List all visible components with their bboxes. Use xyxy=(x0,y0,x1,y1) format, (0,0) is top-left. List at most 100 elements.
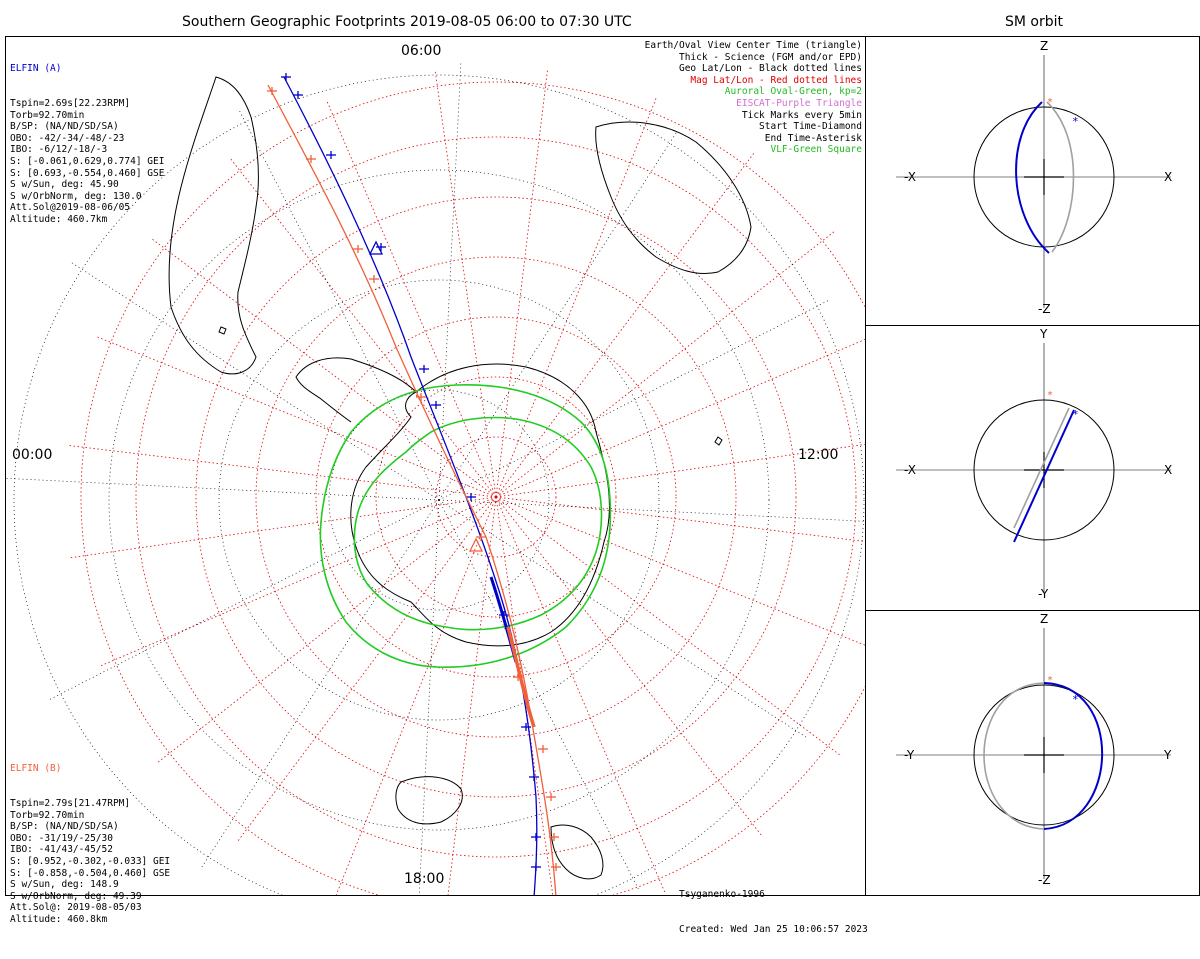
grid-spoke xyxy=(69,260,440,501)
footer: Tsyganenko-1996 Created: Wed Jan 25 10:0… xyxy=(679,866,868,959)
antarctica-coast xyxy=(350,363,610,647)
elfin-a-info-line: Torb=92.70min xyxy=(10,109,85,121)
grid-spoke xyxy=(434,71,497,498)
orbit-path-elfin-a xyxy=(1015,101,1050,254)
footprint-map-frame: 06:00 00:00 12:00 18:00 ELFIN (A) Tspin=… xyxy=(5,36,868,935)
sm-axis-label-left: -X xyxy=(904,170,916,184)
model-label: Tsyganenko-1996 xyxy=(679,889,765,901)
mag-lat-circle xyxy=(195,196,797,798)
elfin-a-info-line: IBO: -6/12/-18/-3 xyxy=(10,144,108,156)
start-marker: * xyxy=(1047,675,1053,686)
geo-lon-lines xyxy=(6,60,865,895)
elfin-b-info-line: S w/Sun, deg: 148.9 xyxy=(10,879,119,891)
sm-axis-label-right: X xyxy=(1164,463,1173,477)
sm-axis-label-right: X xyxy=(1164,170,1173,184)
end-marker: * xyxy=(1072,115,1079,128)
grid-spoke xyxy=(438,499,809,740)
elfin-a-info-line: Tspin=2.69s[22.23RPM] xyxy=(10,97,131,109)
geo-lat-circles xyxy=(13,74,865,895)
mag-lat-circle xyxy=(375,376,617,618)
grid-spoke xyxy=(70,496,497,559)
sm-axis-label-top: Z xyxy=(1040,39,1049,53)
legend-entry: End Time-Asterisk xyxy=(764,132,862,144)
grid-spoke xyxy=(100,496,497,667)
mag-lat-circle xyxy=(255,256,737,738)
sm-axis-label-top: Y xyxy=(1040,327,1048,341)
grid-spoke xyxy=(495,496,666,893)
footprint-map xyxy=(6,60,865,895)
south-america-coast xyxy=(168,76,259,375)
created-label: Created: Wed Jan 25 10:06:57 2023 xyxy=(679,923,868,935)
legend-entry: VLF-Green Square xyxy=(770,144,862,156)
africa-coast xyxy=(595,121,752,275)
hour-label-bottom: 18:00 xyxy=(404,871,445,887)
auroral-oval-outer xyxy=(319,383,612,668)
legend-entry: Tick Marks every 5min xyxy=(741,109,862,121)
main-title: Southern Geographic Footprints 2019-08-0… xyxy=(182,14,632,30)
sm-axis-label-bottom: -Z xyxy=(1038,873,1051,887)
elfin-b-view-center-triangle xyxy=(468,537,484,552)
end-marker: * xyxy=(1072,693,1079,706)
sm-panel-yz: * * Z -Z -Y Y xyxy=(866,610,1200,897)
elfin-b-info-line: S: [-0.858,-0.504,0.460] GSE xyxy=(10,867,171,879)
grid-spoke xyxy=(495,496,762,836)
elfin-b-info-line: S w/OrbNorm, deg: 49.39 xyxy=(10,890,142,902)
elfin-b-name: ELFIN (B) xyxy=(10,763,62,775)
elfin-a-info: ELFIN (A) Tspin=2.69s[22.23RPM] Torb=92.7… xyxy=(10,40,164,249)
sm-axis-label-left: -Y xyxy=(904,748,915,762)
elfin-b-info-line: B/SP: (NA/ND/SD/SA) xyxy=(10,821,119,833)
sm-axis-label-bottom: -Z xyxy=(1038,302,1051,316)
legend-entry: Mag Lat/Lon - Red dotted lines xyxy=(690,74,862,86)
sm-panel-xz: * * Z -Z -X X xyxy=(866,37,1200,326)
mag-lat-circle xyxy=(135,136,857,858)
geo-lat-circle xyxy=(328,389,550,611)
indian-ocean-islands xyxy=(218,326,723,446)
grid-spoke xyxy=(438,60,462,501)
sm-panel-xy: * * Y -Y -X X xyxy=(866,325,1200,611)
sm-orbit-panels: * * Z -Z -X X * * Y -Y -X X * * Z -Z -Y Y xyxy=(865,36,1200,896)
grid-spoke xyxy=(326,101,497,498)
elfin-a-info-line: S: [0.693,-0.554,0.460] GSE xyxy=(10,167,165,179)
elfin-a-info-line: S w/OrbNorm, deg: 130.0 xyxy=(10,190,142,202)
elfin-b-science-segment xyxy=(506,626,536,728)
grid-spoke xyxy=(47,499,440,701)
grid-spoke xyxy=(157,496,497,763)
mag-lat-circle xyxy=(80,81,865,895)
mag-lat-circles xyxy=(80,81,865,895)
grid-spoke xyxy=(495,231,835,498)
hour-label-top: 06:00 xyxy=(401,43,442,59)
elfin-b-info-line: Att.Sol@: 2019-08-05/03 xyxy=(10,902,142,914)
elfin-b-footprint-line xyxy=(267,84,557,895)
sm-axis-label-bottom: -Y xyxy=(1038,587,1049,601)
earth-circle xyxy=(973,399,1115,541)
elfin-b-info: ELFIN (B) Tspin=2.79s[21.47RPM] Torb=92.7… xyxy=(10,740,170,949)
auroral-oval xyxy=(319,383,612,668)
grid-spoke xyxy=(495,338,865,498)
elfin-a-info-line: S: [-0.061,0.629,0.774] GEI xyxy=(10,155,165,167)
legend-entry: Auroral Oval-Green, kp=2 xyxy=(724,86,862,98)
coastlines xyxy=(168,76,752,880)
elfin-a-info-line: Att.Sol@2019-08-06/05 xyxy=(10,202,131,214)
orbit-path-shadow xyxy=(983,682,1045,830)
grid-spoke xyxy=(418,499,440,895)
elfin-b-track xyxy=(267,84,561,895)
elfin-a-track xyxy=(281,73,541,895)
orbit-path-elfin-a xyxy=(1013,409,1075,543)
hour-label-left: 00:00 xyxy=(12,447,53,463)
sm-orbit-title: SM orbit xyxy=(1005,14,1064,30)
elfin-b-info-line: Torb=92.70min xyxy=(10,809,85,821)
mag-lat-circle xyxy=(435,436,557,558)
grid-spoke xyxy=(438,499,640,892)
hour-label-right: 12:00 xyxy=(798,447,839,463)
elfin-b-info-line: OBO: -31/19/-25/30 xyxy=(10,832,113,844)
grid-spoke xyxy=(438,130,679,501)
sm-axis-label-right: Y xyxy=(1164,748,1172,762)
orbit-path-elfin-a xyxy=(1043,682,1104,830)
elfin-a-info-line: B/SP: (NA/ND/SD/SA) xyxy=(10,121,119,133)
legend: Earth/Oval View Center Time (triangle) Th… xyxy=(645,40,862,156)
sm-orbit-plot: ** xyxy=(896,628,1171,879)
legend-entry: Start Time-Diamond xyxy=(759,121,862,133)
legend-entry: Thick - Science (FGM and/or EPD) xyxy=(678,51,862,63)
antarctic-peninsula-coast xyxy=(295,357,417,423)
sm-orbit-plot: ** xyxy=(896,55,1171,308)
